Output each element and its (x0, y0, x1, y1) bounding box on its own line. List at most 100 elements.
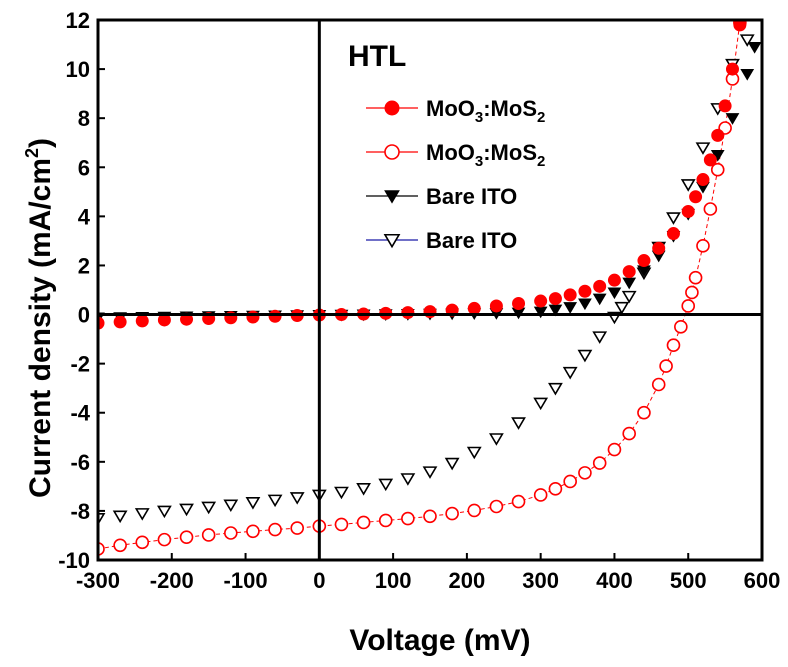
data-point-circle (733, 20, 747, 32)
data-point-triangle (695, 142, 711, 155)
data-point-circle (511, 494, 526, 509)
x-tick-label: 400 (596, 568, 633, 593)
series-2 (98, 42, 762, 325)
data-point-circle (725, 62, 739, 76)
data-point-circle (113, 538, 127, 553)
data-point-circle (710, 162, 725, 177)
data-point-circle (401, 511, 415, 526)
data-point-circle (489, 499, 504, 514)
data-point-circle (593, 279, 607, 293)
legend-label-base: MoO (426, 96, 475, 121)
data-point-circle (512, 297, 526, 310)
data-point-circle (622, 426, 637, 441)
legend-item: MoO3:MoS2 (366, 140, 545, 170)
series-line (98, 22, 741, 550)
series-1 (98, 20, 747, 556)
data-point-circle (533, 488, 548, 502)
data-point-circle (637, 405, 651, 420)
data-point-circle (548, 292, 562, 306)
x-tick-label: 600 (744, 568, 781, 593)
legend-label-base: Bare ITO (426, 184, 517, 209)
data-point-circle (113, 315, 127, 329)
data-point-circle (401, 306, 415, 320)
data-point-triangle (223, 499, 239, 513)
series-3 (98, 34, 755, 526)
y-tick-label: 4 (78, 204, 91, 229)
x-tick-label: 500 (670, 568, 707, 593)
data-point-circle (696, 239, 710, 253)
data-point-triangle (725, 113, 740, 125)
data-point-circle (652, 241, 666, 255)
data-point-circle (718, 99, 732, 113)
legend-label: MoO3:MoS2 (426, 96, 545, 126)
data-point-circle (607, 273, 621, 287)
plot-frame (96, 18, 764, 562)
data-point-circle (681, 299, 696, 313)
y-tick-label: -10 (58, 548, 90, 573)
x-tick-label: -100 (224, 568, 268, 593)
legend-label-mid: :MoS (483, 96, 537, 121)
data-point-triangle (201, 501, 217, 515)
x-axis-title: Voltage (mV) (349, 624, 530, 657)
data-point-triangle (334, 486, 349, 500)
data-point-circle (666, 338, 681, 353)
data-point-triangle (444, 457, 460, 471)
data-point-circle (268, 522, 282, 537)
data-point-circle (703, 153, 717, 167)
data-point-circle (334, 517, 349, 532)
data-point-triangle (548, 304, 563, 317)
legend-subscript: 2 (537, 109, 545, 126)
y-axis-title-main: Current density (mA/cm (24, 158, 57, 498)
x-tick-label: -200 (150, 568, 194, 593)
data-point-circle (135, 535, 150, 550)
y-tick-label: -2 (70, 352, 90, 377)
data-point-circle (246, 310, 260, 324)
data-point-triangle (356, 483, 371, 496)
data-point-triangle (400, 473, 416, 486)
legend-label-mid: :MoS (483, 140, 537, 165)
data-point-triangle (422, 466, 438, 479)
data-point-triangle (267, 494, 283, 508)
data-point-circle (659, 359, 673, 373)
x-tick-label: 200 (449, 568, 486, 593)
data-point-circle (563, 474, 577, 489)
data-point-triangle (511, 417, 526, 430)
data-point-triangle (740, 69, 755, 81)
data-point-triangle (548, 382, 563, 396)
data-point-triangle (622, 277, 637, 290)
data-point-triangle (289, 492, 305, 505)
data-point-triangle (112, 510, 128, 524)
data-point-circle (578, 466, 592, 480)
data-point-circle (651, 377, 666, 392)
data-point-circle (689, 190, 703, 204)
data-point-triangle (245, 497, 261, 510)
axis-ticks: -300 -200 -100 0 100 200 300 400 500 600-10-8-6-4… (58, 8, 780, 593)
data-point-circle (578, 284, 592, 298)
data-point-circle (290, 521, 305, 535)
data-point-triangle (614, 301, 630, 315)
y-tick-label: 2 (78, 253, 90, 278)
legend-item: MoO3:MoS2 (366, 96, 545, 126)
data-point-triangle (666, 212, 681, 225)
data-point-triangle (592, 293, 607, 306)
data-point-circle (696, 173, 710, 187)
data-point-circle (246, 524, 260, 539)
data-point-circle (711, 128, 725, 142)
data-point-triangle (134, 508, 150, 521)
data-point-circle (268, 309, 282, 323)
x-tick-label: -300 (76, 568, 120, 593)
y-tick-label: 8 (78, 106, 90, 131)
legend-label: Bare ITO (426, 228, 517, 253)
y-tick-label: -4 (70, 401, 90, 426)
y-tick-label: -8 (70, 499, 90, 524)
legend-label-base: Bare ITO (426, 228, 517, 253)
legend-label: Bare ITO (426, 184, 517, 209)
series-0 (98, 20, 747, 330)
data-point-circle (548, 482, 563, 496)
data-point-circle (607, 442, 622, 457)
data-point-circle (685, 285, 699, 300)
y-axis-title: Current density (mA/cm2) (22, 138, 57, 498)
data-point-triangle (577, 349, 593, 363)
data-point-circle (179, 530, 194, 544)
